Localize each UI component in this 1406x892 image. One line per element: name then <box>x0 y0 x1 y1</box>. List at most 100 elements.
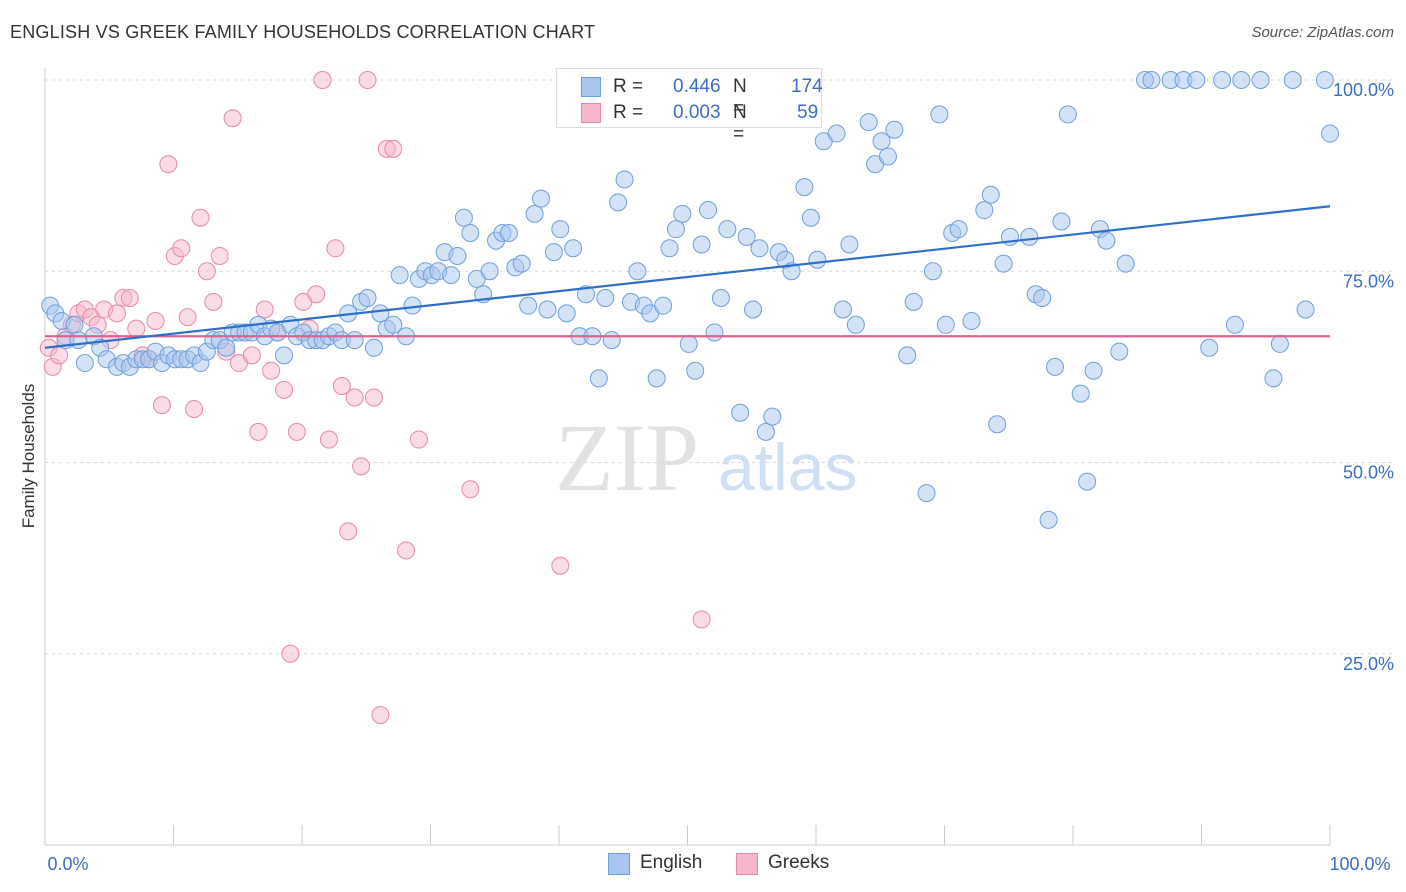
greeks-point <box>371 705 390 724</box>
greeks-point <box>461 480 480 499</box>
english-point <box>390 266 409 285</box>
english-point <box>1142 71 1161 89</box>
greeks-point <box>551 556 570 575</box>
greeks-r-label: R = <box>613 102 644 123</box>
english-point <box>763 407 782 426</box>
trend-lines <box>44 205 1331 349</box>
english-point <box>1039 510 1058 529</box>
greeks-point <box>287 422 306 441</box>
greeks-point <box>178 308 197 327</box>
greeks-point <box>120 289 139 308</box>
english-point <box>904 292 923 311</box>
english-point <box>1225 315 1244 334</box>
english-point <box>660 239 679 258</box>
english-point <box>692 235 711 254</box>
english-point <box>885 120 904 139</box>
grid-lines <box>45 79 1393 655</box>
english-point <box>686 361 705 380</box>
english-point <box>673 204 692 223</box>
greeks-r-value: 0.003 <box>673 102 721 123</box>
english-point <box>756 422 775 441</box>
english-point <box>442 266 461 285</box>
english-point <box>551 220 570 239</box>
greeks-point <box>127 319 146 338</box>
greeks-point <box>275 380 294 399</box>
english-point <box>1058 105 1077 124</box>
greeks-point <box>204 292 223 311</box>
english-point <box>949 220 968 239</box>
english-point <box>217 338 236 357</box>
x-tick-label-max: 100.0% <box>1329 854 1390 874</box>
english-point <box>917 484 936 503</box>
greeks-point <box>313 71 332 89</box>
english-point <box>981 185 1000 204</box>
english-point <box>480 262 499 281</box>
english-point <box>1071 384 1090 403</box>
english-point <box>519 296 538 315</box>
greeks-points <box>39 71 711 724</box>
english-point <box>878 147 897 166</box>
english-point <box>705 323 724 342</box>
english-point <box>345 331 364 350</box>
zipatlas-watermark: ZIP atlas <box>555 404 857 511</box>
english-point <box>1187 71 1206 89</box>
greeks-point <box>364 388 383 407</box>
english-n-label: N = <box>733 76 747 119</box>
english-n-value: 174 <box>791 76 823 97</box>
english-point <box>923 262 942 281</box>
english-point <box>718 220 737 239</box>
english-point <box>1251 71 1270 89</box>
english-point <box>1264 369 1283 388</box>
english-swatch <box>581 77 601 97</box>
greeks-point <box>692 610 711 629</box>
greeks-point <box>307 285 326 304</box>
greeks-point <box>384 139 403 158</box>
english-point <box>628 262 647 281</box>
english-point <box>898 346 917 365</box>
english-point <box>384 315 403 334</box>
legend-greeks-swatch <box>736 853 758 875</box>
english-point <box>448 246 467 265</box>
english-point <box>75 354 94 373</box>
english-r-label: R = <box>613 76 644 97</box>
english-point <box>1052 212 1071 231</box>
english-point <box>454 208 473 227</box>
english-point <box>1232 71 1251 89</box>
greeks-point <box>107 304 126 323</box>
greeks-swatch <box>581 103 601 123</box>
greeks-point <box>191 208 210 227</box>
greeks-point <box>152 396 171 415</box>
english-point <box>840 235 859 254</box>
greeks-point <box>255 300 274 319</box>
english-point <box>711 289 730 308</box>
english-point <box>859 113 878 132</box>
english-point <box>544 243 563 262</box>
y-tick-label: 25.0% <box>1343 654 1394 674</box>
english-point <box>371 304 390 323</box>
english-point <box>65 315 84 334</box>
english-point <box>936 315 955 334</box>
english-point <box>962 311 981 330</box>
english-point <box>1046 357 1065 376</box>
greeks-point <box>262 361 281 380</box>
greeks-point <box>197 262 216 281</box>
english-point <box>744 300 763 319</box>
english-point <box>930 105 949 124</box>
english-point <box>1097 231 1116 250</box>
english-point <box>1321 124 1339 143</box>
english-point <box>1110 342 1129 361</box>
english-point <box>1315 71 1334 89</box>
english-point <box>750 239 769 258</box>
english-point <box>275 346 294 365</box>
x-tick-label-min: 0.0% <box>47 854 88 874</box>
english-point <box>872 132 891 151</box>
english-point <box>615 170 634 189</box>
english-point <box>795 178 814 197</box>
english-trend-line <box>44 205 1331 349</box>
english-point <box>994 254 1013 273</box>
greeks-point <box>409 430 428 449</box>
english-point <box>512 254 531 273</box>
english-point <box>589 369 608 388</box>
greeks-point <box>397 541 416 560</box>
